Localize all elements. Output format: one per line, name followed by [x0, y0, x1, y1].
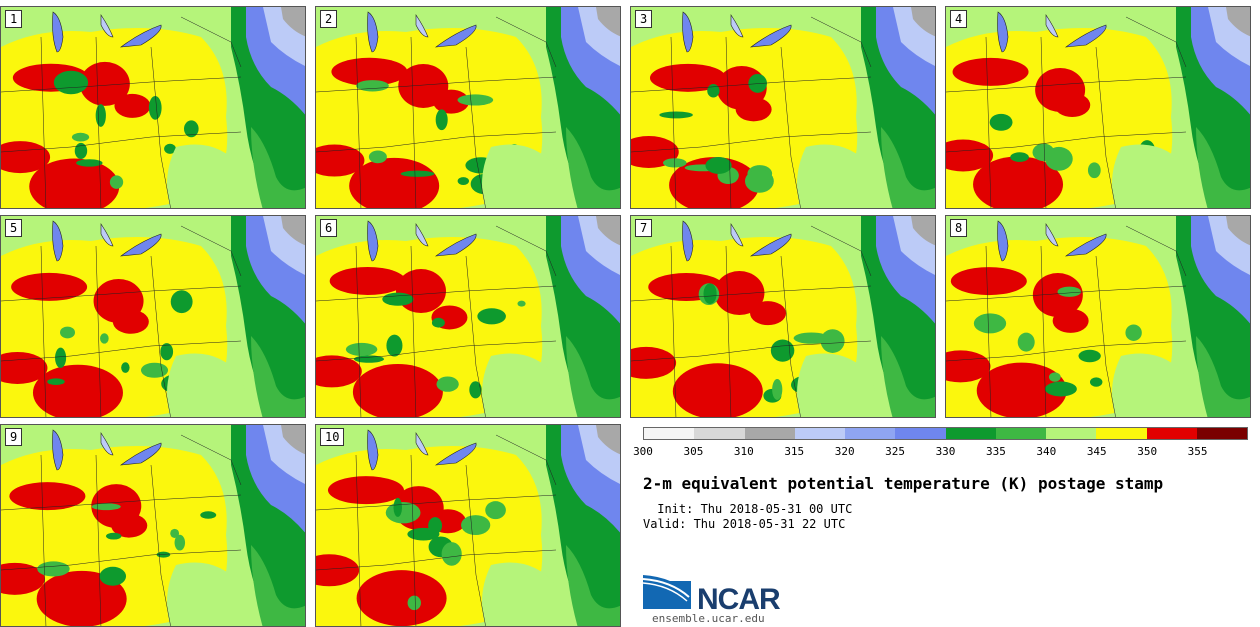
colorbar-tick-label: 335 — [985, 445, 1006, 458]
colorbar-tick-label: 330 — [935, 445, 956, 458]
colorbar-bin — [945, 428, 996, 439]
colorbar-tick-label: 310 — [733, 445, 754, 458]
panel-number-label: 5 — [5, 219, 23, 237]
colorbar-bin — [794, 428, 845, 439]
colorbar-bin — [845, 428, 896, 439]
panel-number-label: 9 — [5, 428, 23, 446]
map-panel: 8 — [945, 215, 1251, 418]
colorbar-tick-label: 300 — [633, 445, 653, 458]
map-panel: 10 — [315, 424, 621, 627]
colorbar-bin — [1046, 428, 1097, 439]
panel-number-label: 7 — [635, 219, 653, 237]
site-url[interactable]: ensemble.ucar.edu — [652, 612, 765, 625]
map-panel: 5 — [0, 215, 306, 418]
colorbar-bin — [644, 428, 695, 439]
ncar-logo-icon — [643, 575, 691, 609]
colorbar-tick-label: 325 — [885, 445, 906, 458]
colorbar-bin — [1196, 428, 1247, 439]
colorbar-tick-label: 320 — [834, 445, 855, 458]
colorbar-tick-label: 355 — [1187, 445, 1208, 458]
map-panel: 6 — [315, 215, 621, 418]
panel-number-label: 2 — [320, 10, 338, 28]
colorbar-ticks: 300 305 310 315 320 325 330 335 340 345 350 355 — [633, 445, 1248, 459]
panel-number-label: 1 — [5, 10, 23, 28]
map-panel: 2 — [315, 6, 621, 209]
colorbar-tick-label: 340 — [1036, 445, 1057, 458]
colorbar-tick-label: 345 — [1086, 445, 1107, 458]
valid-time: Valid: Thu 2018-05-31 22 UTC — [643, 517, 846, 531]
colorbar-bin — [744, 428, 795, 439]
colorbar-tick-label: 305 — [683, 445, 704, 458]
colorbar-bin — [694, 428, 745, 439]
colorbar-bin — [995, 428, 1046, 439]
init-time: Init: Thu 2018-05-31 00 UTC — [650, 502, 853, 516]
panel-number-label: 3 — [635, 10, 653, 28]
map-panel: 1 — [0, 6, 306, 209]
page-title: 2-m equivalent potential temperature (K)… — [643, 474, 1164, 493]
map-panel: 9 — [0, 424, 306, 627]
colorbar-bin — [1096, 428, 1147, 439]
colorbar-bin — [895, 428, 946, 439]
colorbar — [643, 427, 1248, 440]
map-panel: 3 — [630, 6, 936, 209]
logo-text: NCAR — [697, 583, 781, 616]
map-panel: 4 — [945, 6, 1251, 209]
map-panel: 7 — [630, 215, 936, 418]
panel-number-label: 4 — [950, 10, 968, 28]
colorbar-bin — [1146, 428, 1197, 439]
panel-number-label: 8 — [950, 219, 968, 237]
colorbar-tick-label: 315 — [784, 445, 805, 458]
panel-number-label: 10 — [320, 428, 345, 446]
colorbar-tick-label: 350 — [1137, 445, 1158, 458]
panel-number-label: 6 — [320, 219, 338, 237]
